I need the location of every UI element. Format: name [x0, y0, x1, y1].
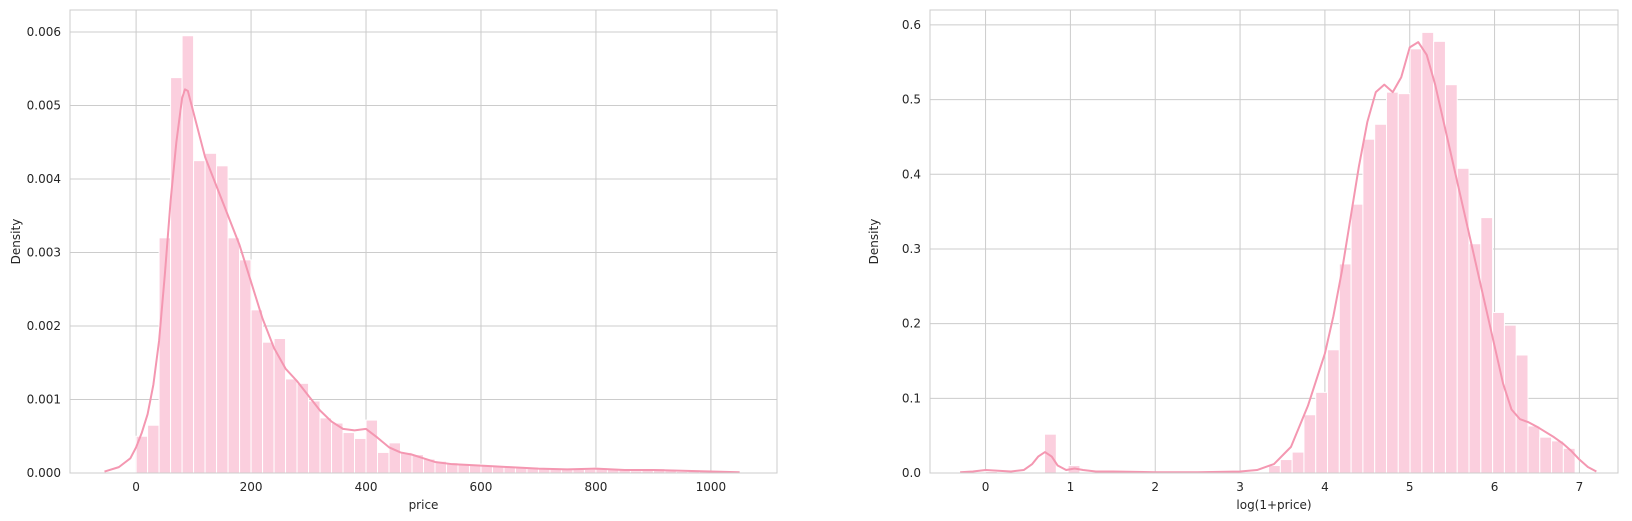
histogram-bar	[1551, 440, 1564, 474]
histogram-bar	[239, 259, 252, 474]
y-tick-label: 0.003	[27, 246, 61, 260]
x-tick-label: 0	[982, 480, 990, 494]
plot-frame	[69, 9, 778, 474]
plot-frame	[929, 9, 1619, 474]
axes-spines	[929, 9, 1619, 474]
histogram-bar	[1362, 138, 1376, 474]
histogram-bar	[262, 341, 275, 474]
histogram-bar	[583, 468, 597, 474]
histogram-bar	[227, 237, 241, 474]
histogram-bar	[1397, 93, 1411, 474]
y-tick-label: 0.005	[27, 99, 61, 113]
kde-line	[104, 88, 740, 474]
histogram-bar	[1503, 324, 1517, 474]
y-tick-label: 0.1	[902, 391, 921, 405]
kde-curve	[104, 88, 740, 474]
histogram-bar	[308, 400, 321, 474]
histogram-bar	[319, 417, 333, 474]
y-tick-labels: 0.0 0.1 0.2 0.3 0.4 0.5 0.6	[902, 18, 921, 480]
histogram-bar	[204, 152, 218, 474]
x-tick-label: 5	[1406, 480, 1414, 494]
y-tick-label: 0.6	[902, 18, 921, 32]
histogram-bar	[1338, 263, 1352, 474]
x-tick-label: 7	[1576, 480, 1584, 494]
y-tick-label: 0.2	[902, 317, 921, 331]
y-tick-label: 0.5	[902, 93, 921, 107]
histogram-bar	[1350, 203, 1364, 474]
histogram-bar	[147, 424, 160, 474]
histogram-bar	[1315, 391, 1329, 474]
x-tick-label: 4	[1321, 480, 1329, 494]
histogram-bar	[1480, 217, 1494, 474]
x-tick-label: 3	[1236, 480, 1244, 494]
y-axis-label: Density	[9, 219, 23, 265]
histogram-bar	[1421, 31, 1435, 474]
histogram-bar	[1374, 123, 1387, 474]
histogram-bar	[342, 432, 356, 474]
right-chart-log-price: 0 1 2 3 4 5 6 7 0.0 0.1 0.2 0.3 0.4 0.5 0.6 log(1+pri…	[867, 9, 1619, 512]
histogram-bar	[1492, 311, 1505, 474]
histogram-bars	[135, 35, 712, 474]
histogram-bar	[1268, 465, 1281, 474]
histogram-bar	[1279, 459, 1293, 474]
histogram-bar	[1291, 451, 1305, 474]
y-tick-labels: 0.000 0.001 0.002 0.003 0.004 0.005 0.006	[27, 25, 61, 480]
x-axis-label: price	[409, 498, 439, 512]
y-tick-label: 0.3	[902, 242, 921, 256]
axes-spines	[69, 9, 778, 474]
x-tick-label: 600	[470, 480, 493, 494]
x-tick-labels: 0 1 2 3 4 5 6 7	[982, 480, 1583, 494]
histogram-bar	[1409, 48, 1423, 474]
histogram-bar	[296, 382, 310, 474]
x-tick-label: 0	[132, 480, 140, 494]
histogram-bar	[354, 437, 367, 474]
histogram-bar	[365, 419, 379, 474]
y-tick-label: 0.0	[902, 466, 921, 480]
kde-curve	[960, 41, 1597, 474]
histogram-bar	[1303, 414, 1317, 474]
histogram-bar	[250, 309, 264, 474]
histogram-bar	[1515, 354, 1529, 474]
histogram-bar	[1327, 349, 1340, 474]
y-tick-label: 0.006	[27, 25, 61, 39]
y-tick-label: 0.000	[27, 466, 61, 480]
x-tick-labels: 0 200 400 600 800 1000	[132, 480, 726, 494]
left-chart-price: 0 200 400 600 800 1000 0.0000.0010.0020.0030.…	[9, 9, 778, 512]
x-tick-label: 1000	[696, 480, 727, 494]
x-tick-label: 200	[240, 480, 263, 494]
histogram-bar	[331, 422, 344, 474]
histogram-bar	[285, 378, 298, 474]
x-tick-label: 800	[584, 480, 607, 494]
histogram-bar	[1444, 84, 1458, 474]
histogram-bar	[181, 35, 195, 474]
x-tick-label: 400	[355, 480, 378, 494]
histogram-bar	[1539, 436, 1553, 474]
x-axis-label: log(1+price)	[1236, 498, 1311, 512]
y-tick-label: 0.002	[27, 319, 61, 333]
y-tick-label: 0.001	[27, 393, 61, 407]
histogram-bar	[400, 451, 413, 474]
histogram-bar	[377, 451, 390, 474]
histogram-bar	[1456, 167, 1470, 474]
x-tick-label: 6	[1491, 480, 1499, 494]
histogram-bar	[193, 160, 206, 474]
y-tick-label: 0.4	[902, 167, 921, 181]
y-tick-label: 0.004	[27, 172, 61, 186]
y-axis-label: Density	[867, 219, 881, 265]
histogram-bar	[1527, 425, 1541, 474]
histogram-bar	[1385, 91, 1399, 474]
kde-line	[960, 41, 1597, 474]
x-tick-label: 1	[1067, 480, 1075, 494]
x-tick-label: 2	[1151, 480, 1159, 494]
